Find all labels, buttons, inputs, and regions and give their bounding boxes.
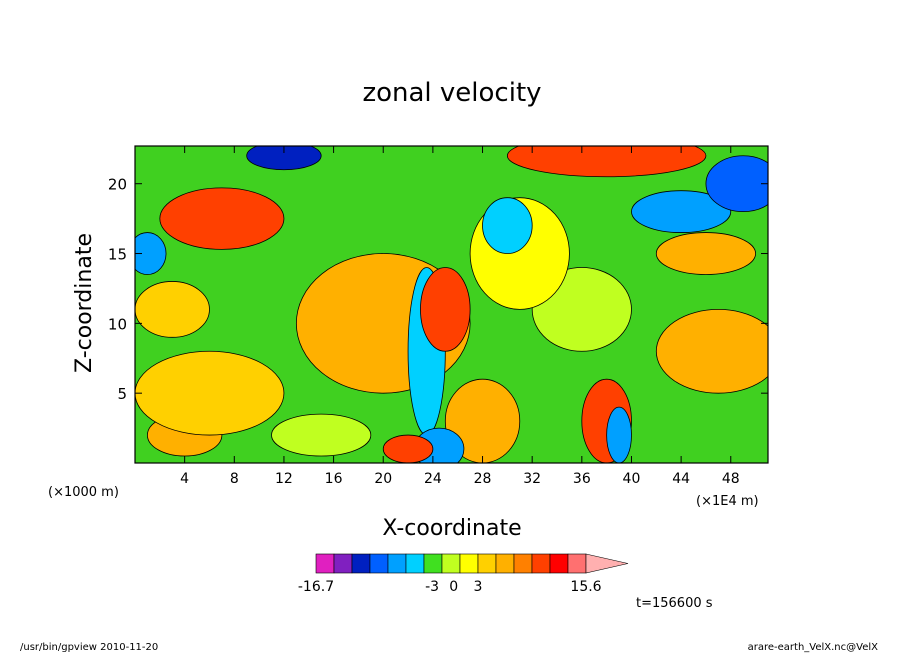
field-blob-21 [705, 155, 768, 213]
x-tick-label: 44 [672, 471, 690, 487]
colorbar-segment [423, 553, 443, 574]
x-tick-label: 20 [374, 471, 392, 487]
colorbar-segment [459, 553, 479, 574]
field-blob-9 [382, 434, 434, 463]
x-tick-label: 28 [474, 471, 492, 487]
colorbar-label: -3 [425, 579, 439, 595]
field-blob-13 [631, 190, 732, 233]
colorbar-label: 15.6 [570, 579, 601, 595]
colorbar-segment [441, 553, 461, 574]
x-unit-left: (×1000 m) [48, 485, 119, 500]
field-blob-0 [159, 187, 285, 250]
y-tick-label: 5 [117, 385, 127, 403]
colorbar-label: 0 [449, 579, 458, 595]
field-blob-17 [271, 413, 372, 457]
field-blob-1 [246, 146, 322, 171]
y-tick-label: 10 [108, 315, 127, 333]
field-blob-15 [506, 146, 707, 178]
x-tick-label: 24 [424, 471, 442, 487]
velocity-field [135, 146, 768, 463]
x-axis-label: X-coordinate [382, 516, 522, 541]
x-tick-label: 40 [623, 471, 641, 487]
colorbar-label: 3 [474, 579, 483, 595]
colorbar-segment [567, 553, 587, 574]
field-blob-3 [135, 281, 210, 338]
colorbar-segment [333, 553, 353, 574]
y-tick-label: 15 [108, 246, 127, 264]
field-blob-2 [135, 232, 167, 275]
plot-frame [134, 145, 769, 464]
colorbar-segment [351, 553, 371, 574]
colorbar-segment [513, 553, 533, 574]
colorbar-segment [405, 553, 425, 574]
footer-left: /usr/bin/gpview 2010-11-20 [20, 642, 159, 653]
x-tick-label: 32 [523, 471, 541, 487]
chart-title: zonal velocity [362, 78, 542, 108]
colorbar-segment [477, 553, 497, 574]
x-tick-label: 8 [230, 471, 239, 487]
colorbar-segment [387, 553, 407, 574]
colorbar: -16.7 -3 0 3 15.6 [298, 553, 629, 595]
x-tick-label: 16 [325, 471, 343, 487]
x-unit-right: (×1E4 m) [696, 494, 759, 509]
colorbar-segment [531, 553, 551, 574]
field-blob-16 [655, 309, 768, 394]
field-blob-11 [606, 406, 632, 463]
x-tick-label: 4 [180, 471, 189, 487]
time-label: t=156600 s [636, 596, 713, 611]
footer-right: arare-earth_VelX.nc@VelX [747, 642, 878, 653]
y-tick-label: 20 [108, 176, 127, 194]
colorbar-segment [369, 553, 389, 574]
x-tick-label: 36 [573, 471, 591, 487]
field-blob-19 [135, 350, 285, 436]
x-tick-label: 48 [722, 471, 740, 487]
field-blob-6 [420, 267, 471, 352]
colorbar-segment [315, 553, 335, 574]
colorbar-label: -16.7 [298, 579, 334, 595]
y-axis-label: Z-coordinate [72, 233, 97, 373]
field-blob-22 [482, 197, 533, 254]
colorbar-segment [495, 553, 515, 574]
colorbar-segment [549, 553, 569, 574]
x-tick-label: 12 [275, 471, 293, 487]
field-blob-14 [655, 232, 756, 275]
colorbar-extension-arrow [585, 553, 629, 574]
